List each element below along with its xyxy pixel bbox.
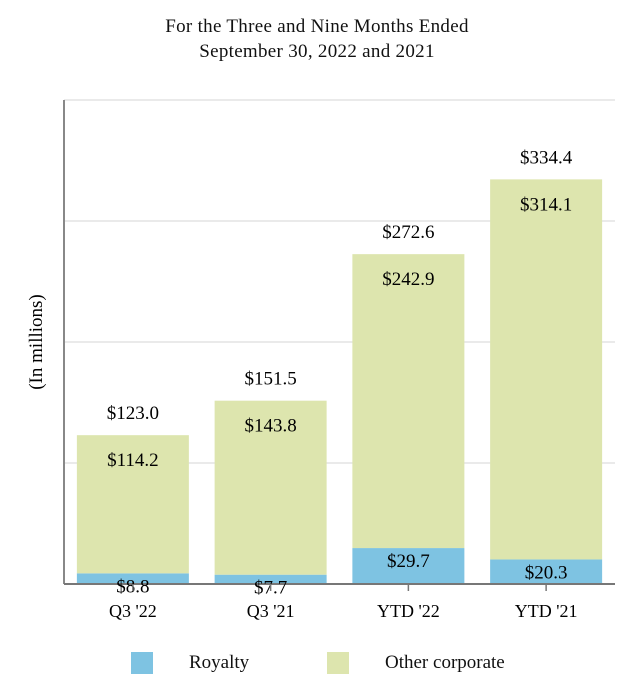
bar-other-corporate-1 (76, 435, 189, 574)
chart-title-line-1: For the Three and Nine Months Ended (165, 16, 469, 37)
data-label-other-corporate-1: $114.2 (107, 450, 159, 471)
data-label-other-corporate-3: $242.9 (382, 269, 434, 290)
bars (76, 179, 603, 584)
bar-royalty-2 (214, 574, 327, 584)
legend-item-royalty: Royalty (131, 652, 249, 674)
bar-other-corporate-3 (352, 254, 465, 549)
y-axis-label: (In millions) (26, 294, 47, 390)
data-label-royalty-3: $29.7 (387, 551, 430, 572)
data-label-total-2: $151.5 (245, 369, 297, 390)
legend-item-other-corporate: Other corporate (327, 652, 505, 674)
x-tick-label-4: YTD '21 (515, 601, 578, 621)
data-label-other-corporate-4: $314.1 (520, 194, 572, 215)
data-label-total-4: $334.4 (520, 147, 573, 168)
bar-royalty-3 (352, 548, 465, 584)
x-tick-label-1: Q3 '22 (109, 601, 157, 621)
x-tick-labels: Q3 '22 Q3 '21 YTD '22 YTD '21 (109, 584, 578, 621)
chart-title: For the Three and Nine Months Ended Sept… (0, 14, 634, 64)
legend: Royalty Other corporate (0, 652, 634, 680)
legend-swatch-other-corporate (327, 652, 349, 674)
bar-royalty-4 (490, 559, 603, 584)
bar-royalty-1 (76, 573, 189, 584)
chart-title-line-2: September 30, 2022 and 2021 (199, 41, 435, 62)
data-label-royalty-4: $20.3 (525, 562, 568, 583)
x-tick-label-2: Q3 '21 (247, 601, 295, 621)
bar-other-corporate-2 (214, 400, 327, 575)
x-tick-label-3: YTD '22 (377, 601, 440, 621)
legend-label-other-corporate: Other corporate (385, 652, 505, 673)
bar-other-corporate-4 (490, 179, 603, 560)
data-label-total-1: $123.0 (107, 403, 159, 424)
data-labels: $8.8$114.2$123.0$7.7$143.8$151.5$29.7$24… (107, 147, 573, 598)
legend-swatch-royalty (131, 652, 153, 674)
data-label-total-3: $272.6 (382, 222, 434, 243)
data-label-other-corporate-2: $143.8 (245, 416, 297, 437)
legend-label-royalty: Royalty (189, 652, 250, 673)
